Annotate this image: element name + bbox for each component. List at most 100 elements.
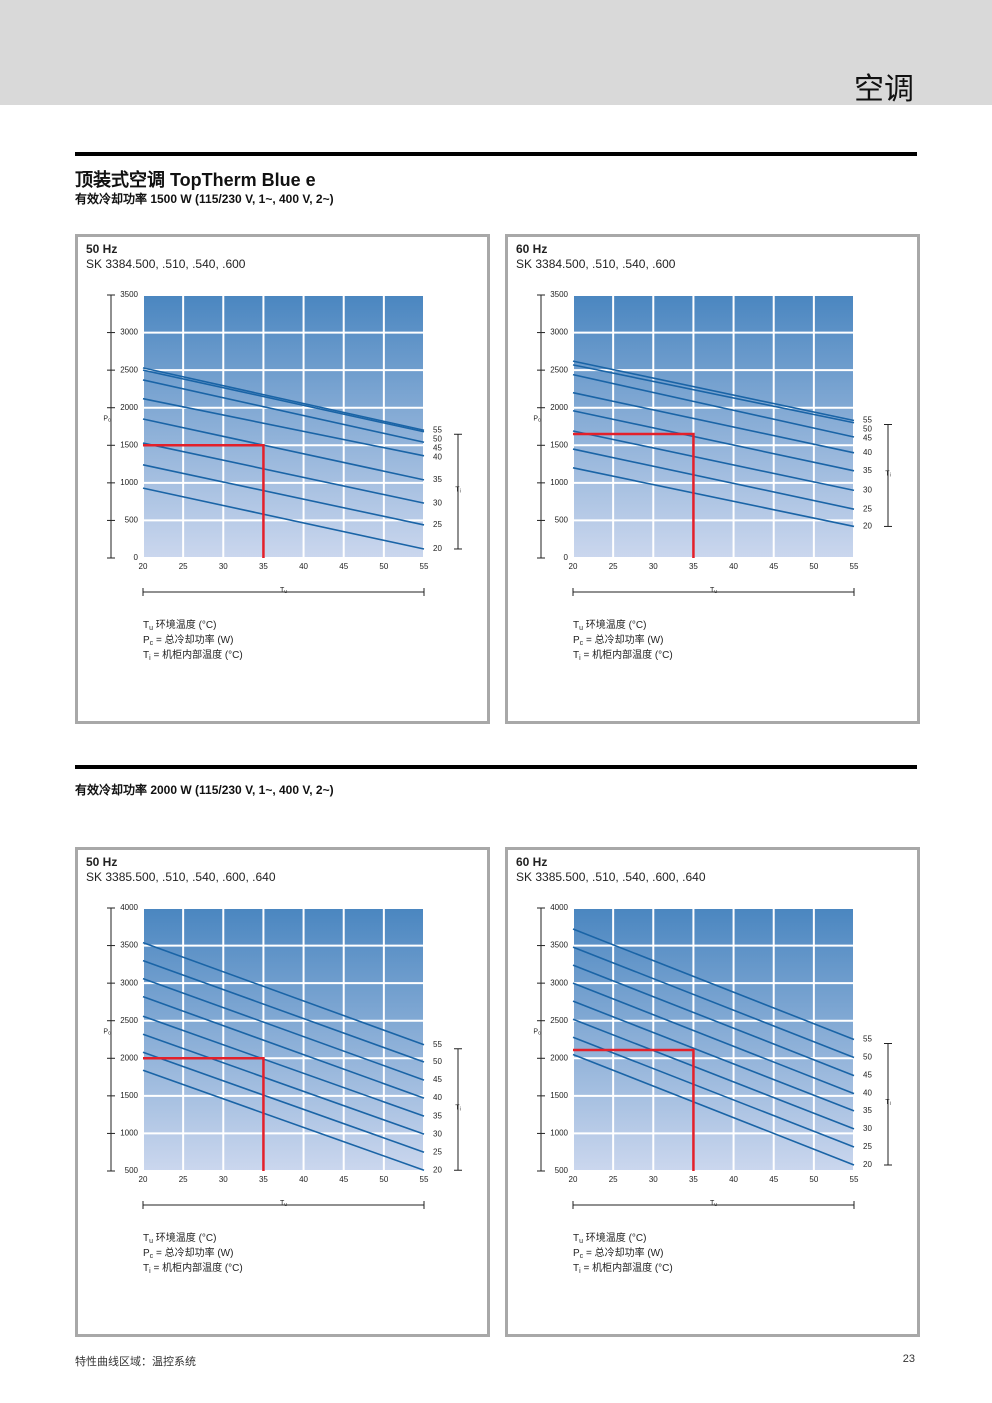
series-label: 20 (863, 522, 872, 531)
y-tick-label: 1500 (120, 440, 138, 449)
y2-axis-label-symbol: T (455, 1104, 460, 1111)
series-label: 55 (433, 425, 442, 434)
chart-panel: 60 Hz SK 3385.500, .510, .540, .600, .640… (505, 847, 920, 1337)
y-tick-label: 0 (134, 553, 139, 562)
curve (572, 430, 855, 492)
section-title: 顶装式空调 TopTherm Blue e (75, 170, 316, 190)
x-axis-label-symbol: T (280, 587, 285, 594)
legend-symbol: T (143, 650, 149, 661)
curve (142, 1015, 425, 1117)
x-tick-label: 20 (139, 1175, 148, 1184)
panel-title: 60 Hz (516, 242, 547, 256)
legend-sub: i (579, 655, 581, 662)
x-axis-label-sub: u (284, 589, 287, 595)
x-tick-label: 30 (649, 1175, 658, 1184)
legend-symbol: P (573, 1248, 580, 1259)
curve (142, 397, 425, 457)
curve (572, 946, 855, 1059)
legend-symbol: T (573, 1263, 579, 1274)
legend-sub: c (150, 640, 154, 647)
y2-axis-label-sub: i (890, 1102, 891, 1108)
x-tick-label: 50 (379, 1175, 388, 1184)
reference-line (573, 432, 695, 558)
legend-item: Ti = 机柜内部温度 (°C) (143, 648, 243, 662)
legend-symbol: P (143, 635, 150, 646)
y2-axis-label-sub: i (460, 489, 461, 495)
legend-text: 环境温度 (°C) (153, 618, 216, 631)
series-label: 50 (433, 1057, 442, 1066)
x-tick-label: 25 (609, 562, 618, 571)
x-axis-label: Tu (280, 587, 287, 595)
legend-sub: u (579, 625, 583, 632)
panel-title: 60 Hz (516, 855, 547, 869)
legend-symbol: T (143, 620, 149, 631)
curve (142, 487, 425, 550)
series-label: 35 (863, 466, 872, 475)
curve (572, 364, 855, 424)
legend-item: Pc = 总冷却功率 (W) (573, 1246, 663, 1260)
x-tick-label: 40 (299, 562, 308, 571)
y-tick-label: 500 (555, 1166, 569, 1175)
curve (142, 1033, 425, 1135)
y-axis-label-symbol: P (103, 415, 108, 422)
x-axis-label-symbol: T (710, 1200, 715, 1207)
series-label: 55 (863, 416, 872, 425)
panel-title: 50 Hz (86, 855, 117, 869)
x-tick-label: 25 (179, 1175, 188, 1184)
curve (572, 1000, 855, 1112)
y2-axis-label: Ti (455, 486, 460, 494)
y-axis-label-sub: c (538, 418, 541, 424)
curve (572, 373, 855, 438)
series-label: 25 (433, 1147, 442, 1156)
legend-item: Tu 环境温度 (°C) (573, 1231, 646, 1245)
x-tick-label: 30 (219, 1175, 228, 1184)
x-tick-label: 45 (339, 1175, 348, 1184)
x-tick-label: 45 (339, 562, 348, 571)
x-tick-label: 35 (689, 1175, 698, 1184)
legend-item: Pc = 总冷却功率 (W) (143, 633, 233, 647)
curve (572, 982, 855, 1095)
series-label: 55 (863, 1035, 872, 1044)
x-tick-label: 45 (769, 562, 778, 571)
y-axis-label-sub: c (108, 418, 111, 424)
x-tick-label: 35 (689, 562, 698, 571)
curve (142, 369, 425, 433)
plot-area (573, 908, 854, 1171)
y-tick-label: 2000 (550, 403, 568, 412)
series-label: 40 (433, 452, 442, 461)
y-axis-label-symbol: P (103, 1028, 108, 1035)
x-tick-label: 20 (139, 562, 148, 571)
panel-subtitle: SK 3384.500, .510, .540, .600 (86, 257, 246, 271)
chart-panel: 50 Hz SK 3384.500, .510, .540, .600 20 25 30… (75, 234, 490, 724)
legend-text: 环境温度 (°C) (153, 1231, 216, 1244)
legend-item: Pc = 总冷却功率 (W) (143, 1246, 233, 1260)
curve (142, 464, 425, 526)
curve (142, 379, 425, 444)
x-axis-label: Tu (710, 1200, 717, 1208)
legend-sub: u (149, 625, 153, 632)
panel-subtitle: SK 3385.500, .510, .540, .600, .640 (516, 870, 706, 884)
x-axis-label-sub: u (714, 589, 717, 595)
x-tick-label: 40 (729, 562, 738, 571)
plot-area (143, 908, 424, 1171)
legend-sub: c (580, 1253, 584, 1260)
y-tick-label: 2000 (550, 1053, 568, 1062)
y-tick-label: 2500 (550, 1016, 568, 1025)
series-label: 35 (433, 1111, 442, 1120)
y2-axis-label: Ti (885, 1099, 890, 1107)
legend-symbol: P (573, 635, 580, 646)
legend-symbol: T (143, 1233, 149, 1244)
x-tick-label: 20 (569, 562, 578, 571)
series-label: 20 (433, 1165, 442, 1174)
curve (572, 467, 855, 528)
curve (142, 941, 425, 1046)
curve (572, 928, 855, 1041)
page-number: 23 (902, 1353, 915, 1365)
panel-subtitle: SK 3384.500, .510, .540, .600 (516, 257, 676, 271)
y-tick-label: 2000 (120, 403, 138, 412)
x-tick-label: 55 (420, 1175, 429, 1184)
y-tick-label: 2000 (120, 1053, 138, 1062)
y-axis-label: Pc (103, 1028, 111, 1036)
